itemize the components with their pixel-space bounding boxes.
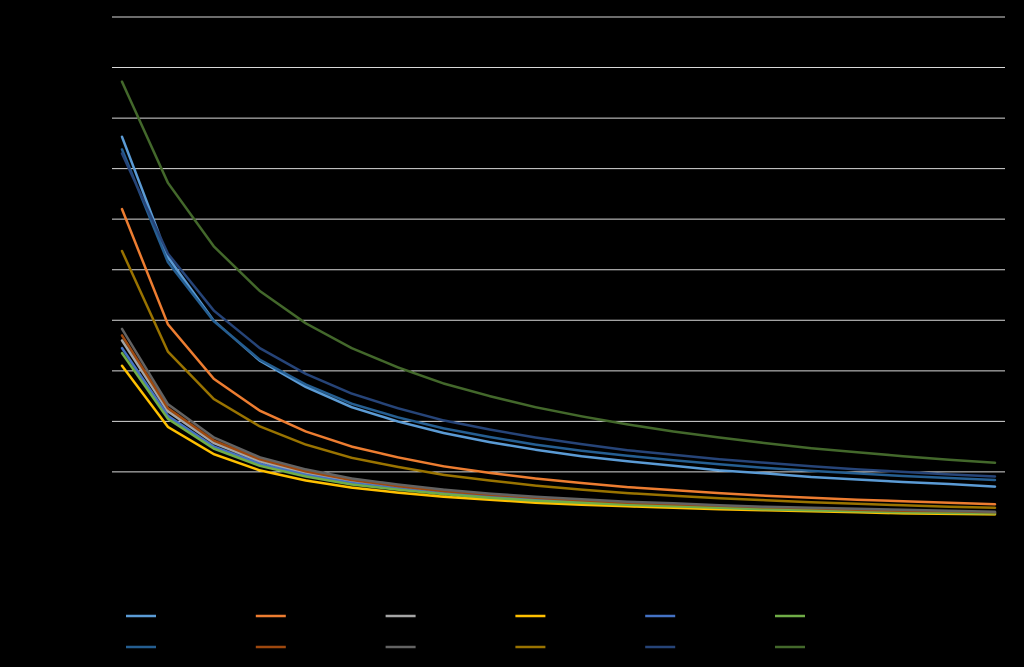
- series-line: [120, 80, 997, 465]
- series-line: [120, 327, 997, 514]
- series-line: [120, 207, 997, 506]
- series-line: [120, 249, 997, 510]
- series-line: [120, 351, 997, 515]
- series-line: [120, 152, 997, 478]
- series-line: [120, 148, 997, 482]
